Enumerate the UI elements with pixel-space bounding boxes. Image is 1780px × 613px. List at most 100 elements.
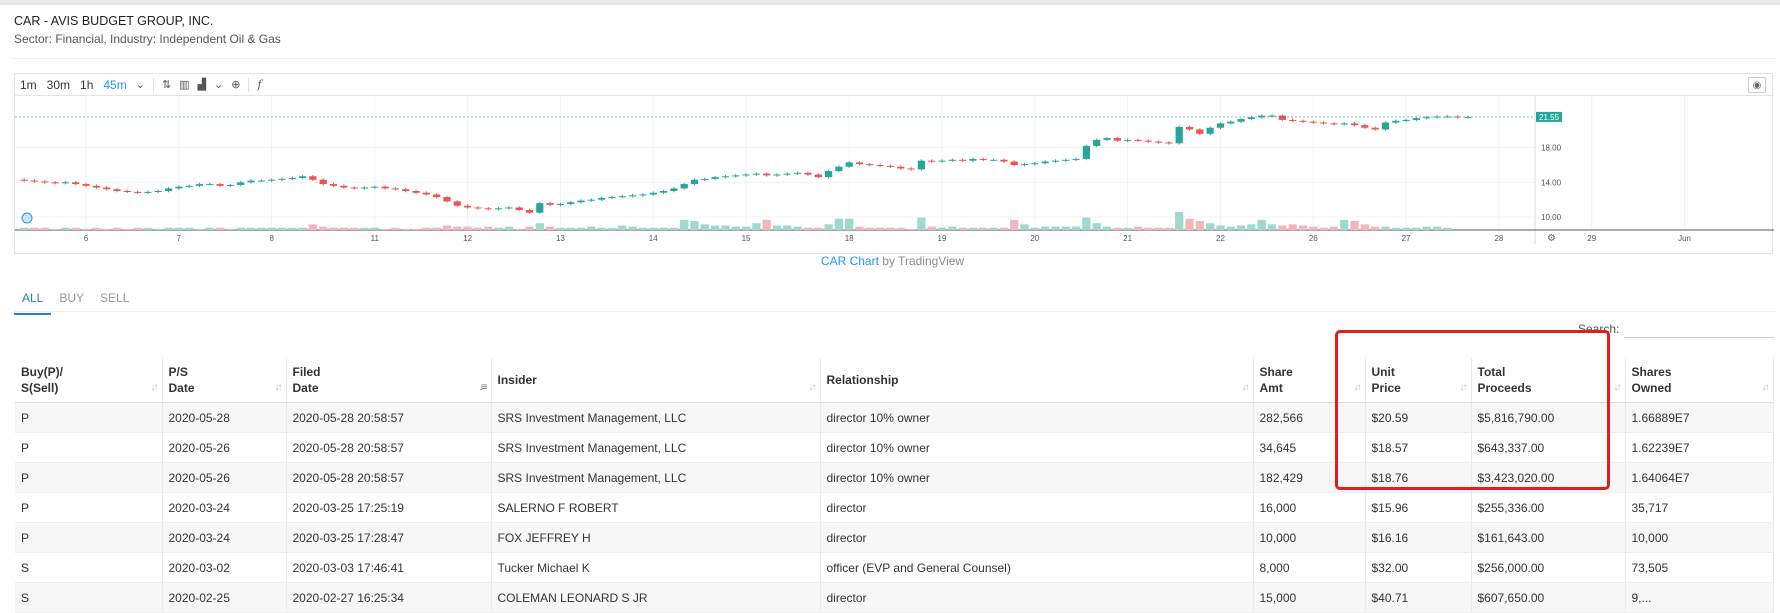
- interval-1h[interactable]: 1h: [80, 77, 94, 92]
- x-tick-label: 27: [1402, 234, 1411, 243]
- indicators-icon[interactable]: ▟: [197, 79, 207, 91]
- table-row[interactable]: P 2020-03-24 2020-03-25 17:28:47 FOX JEFFRE…: [15, 522, 1774, 553]
- y-tick-label: 10.00: [1541, 213, 1562, 222]
- tab-buy[interactable]: BUY: [59, 291, 85, 305]
- candle: [1062, 159, 1070, 161]
- tab-sell[interactable]: SELL: [100, 291, 130, 305]
- candle: [1185, 126, 1194, 130]
- interval-1m[interactable]: 1m: [20, 77, 37, 92]
- chart-caption: CAR Chart by TradingView: [0, 254, 1780, 268]
- column-header-relationship[interactable]: Relationship ↓↑: [820, 358, 1254, 403]
- candle: [680, 184, 688, 189]
- compare-icon[interactable]: ⇅: [161, 79, 172, 91]
- fx-label: f: [257, 78, 262, 91]
- column-header-shares-owned[interactable]: Shares Owned ↓↑: [1625, 358, 1774, 403]
- gear-icon: ⚙: [1547, 233, 1556, 244]
- candle: [1454, 116, 1462, 118]
- interval-45m[interactable]: 45m: [103, 77, 127, 92]
- volume-bar: [1216, 225, 1225, 230]
- volume-bar: [638, 227, 648, 230]
- candle: [959, 159, 967, 161]
- volume-bar: [1267, 224, 1277, 230]
- search-input[interactable]: [1624, 320, 1774, 338]
- candle-style-icon[interactable]: ▥: [179, 79, 190, 91]
- add-icon[interactable]: ⊕: [231, 79, 241, 91]
- candle: [897, 166, 905, 169]
- volume-bar: [329, 227, 338, 230]
- volume-bar: [40, 227, 49, 230]
- column-header-total-proceeds[interactable]: Total Proceeds ↓↑: [1471, 358, 1626, 403]
- table-cell-ps-date: 2020-03-24: [162, 492, 287, 523]
- volume-bar: [1133, 226, 1143, 230]
- table-cell-unit-price: $40.71: [1365, 582, 1472, 613]
- candle: [51, 182, 59, 184]
- last-price-label: 21.55: [1539, 113, 1560, 122]
- volume-bar: [1371, 226, 1380, 230]
- chevron-down-icon[interactable]: ⌄: [135, 79, 145, 91]
- table-row[interactable]: P 2020-05-26 2020-05-28 20:58:57 SRS Invest…: [15, 432, 1774, 463]
- table-header-row: Buy(P)/S(Sell) ↓↑ P/S Date ↓↑ Filed Date ↓≡ Insi…: [15, 358, 1774, 403]
- candle: [505, 207, 513, 209]
- sort-icon[interactable]: ↓↑: [150, 382, 159, 393]
- table-row[interactable]: P 2020-05-26 2020-05-28 20:58:57 SRS Invest…: [15, 462, 1774, 493]
- volume-bar: [174, 227, 183, 230]
- volume-bar: [61, 227, 70, 230]
- sort-icon[interactable]: ↓↑: [808, 382, 817, 393]
- chevron-down-icon[interactable]: ⌄: [214, 79, 224, 91]
- table-cell-share-amt: 15,000: [1253, 582, 1366, 613]
- candle: [1402, 119, 1410, 121]
- candle: [360, 187, 369, 189]
- sort-icon[interactable]: ↓↑: [1353, 382, 1362, 393]
- volume-bar: [92, 227, 101, 230]
- candle: [72, 182, 80, 185]
- table-cell-share-amt: 8,000: [1253, 552, 1366, 583]
- volume-bar: [948, 226, 957, 230]
- tradingview-credit[interactable]: by TradingView: [882, 254, 965, 268]
- volume-bar: [680, 219, 689, 230]
- volume-bar: [102, 228, 111, 230]
- candle: [1381, 122, 1390, 130]
- column-header-unit-price[interactable]: Unit Price ↓↑: [1365, 358, 1472, 403]
- candle: [1010, 161, 1018, 165]
- volume-bar: [1020, 224, 1029, 230]
- sort-icon[interactable]: ↓↑: [1241, 382, 1250, 393]
- sort-icon[interactable]: ↓↑: [1761, 382, 1770, 393]
- candle: [969, 158, 977, 161]
- interval-30m[interactable]: 30m: [46, 77, 71, 92]
- toolbar-divider: [248, 77, 250, 92]
- price-chart[interactable]: 10.00 14.00 18.00 21.55 6 7 8 11 12 13 14 15 18 19 20 2…: [15, 96, 1774, 244]
- column-header-insider[interactable]: Insider ↓↑: [491, 358, 821, 403]
- tabs-underline: [14, 311, 1776, 312]
- candle: [402, 189, 410, 191]
- sort-icon[interactable]: ↓↑: [274, 382, 283, 393]
- camera-icon[interactable]: ◉: [1748, 77, 1766, 93]
- volume-bar: [803, 227, 813, 230]
- sort-icon[interactable]: ↓↑: [1613, 382, 1622, 393]
- candle: [464, 205, 472, 208]
- column-header-share-amt[interactable]: Share Amt ↓↑: [1253, 358, 1366, 403]
- volume-bar: [298, 227, 307, 230]
- function-icon[interactable]: f: [253, 78, 265, 91]
- tab-all[interactable]: ALL: [14, 288, 52, 315]
- sort-icon[interactable]: ↓↑: [1459, 382, 1468, 393]
- table-row[interactable]: P 2020-05-28 2020-05-28 20:58:57 SRS Invest…: [15, 402, 1774, 433]
- column-header-label: Share: [1259, 365, 1293, 379]
- candle: [474, 207, 482, 209]
- candle: [30, 180, 39, 182]
- table-cell-ps-date: 2020-05-28: [162, 402, 287, 433]
- sort-icon[interactable]: ↓≡: [478, 382, 488, 393]
- table-cell-insider: SALERNO F ROBERT: [491, 492, 821, 523]
- volume-bar: [112, 227, 122, 230]
- candle: [247, 180, 255, 183]
- table-row[interactable]: S 2020-02-25 2020-02-27 16:25:34 COLEMAN LE…: [15, 582, 1774, 613]
- x-tick-label: 12: [463, 234, 472, 243]
- table-cell-shares-owned: 9,...: [1625, 582, 1774, 613]
- volume-bar: [401, 228, 410, 230]
- table-row[interactable]: P 2020-03-24 2020-03-25 17:25:19 SALERNO F …: [15, 492, 1774, 523]
- chart-link[interactable]: CAR Chart: [820, 254, 879, 268]
- column-header-buy-sell[interactable]: Buy(P)/ S(Sell) ↓↑: [15, 358, 163, 403]
- column-header-ps-date[interactable]: P/S Date ↓↑: [162, 358, 287, 403]
- table-row[interactable]: S 2020-03-02 2020-03-03 17:46:41 Tucker Mic…: [15, 552, 1774, 583]
- candle: [350, 187, 358, 189]
- column-header-filed-date[interactable]: Filed Date ↓≡: [286, 358, 492, 403]
